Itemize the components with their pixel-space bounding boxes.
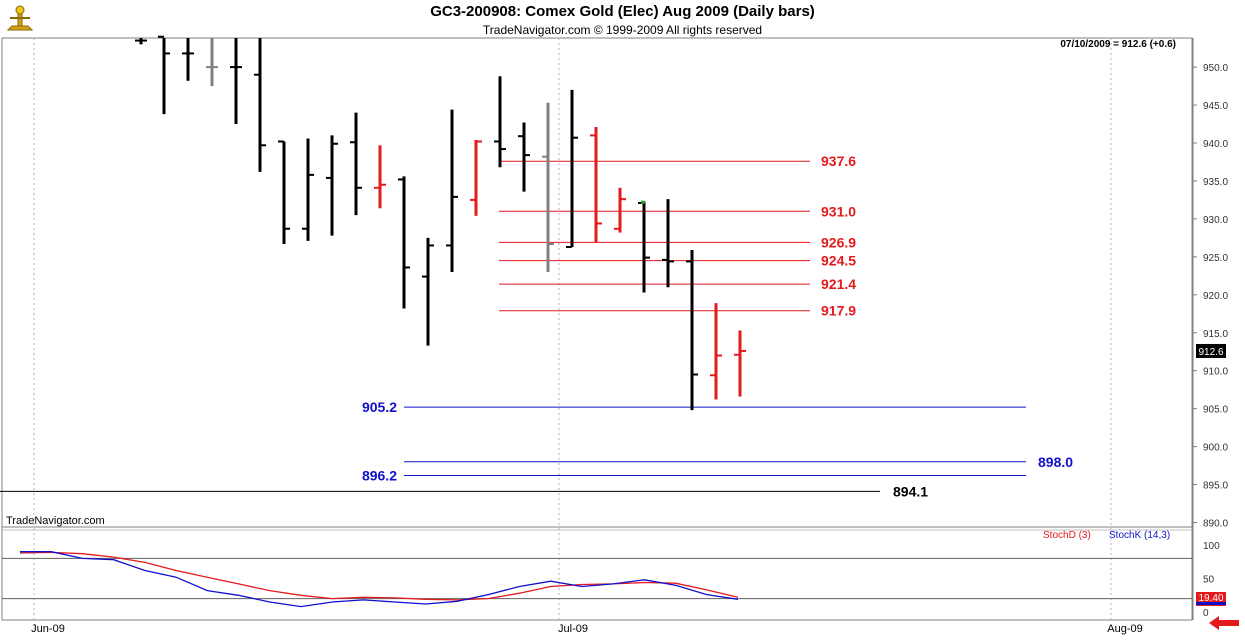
ohlc-bar — [278, 140, 290, 244]
scroll-left-arrow-icon[interactable] — [1209, 616, 1239, 635]
stoch-tick-label: 0 — [1203, 608, 1209, 619]
price-level-label: 917.9 — [821, 303, 856, 319]
stoch-legend-label: StochD (3) — [1043, 530, 1091, 541]
trade-navigator-logo-icon — [4, 4, 36, 34]
price-tick-label: 905.0 — [1203, 405, 1228, 416]
stoch-last-label: 19.40 — [1198, 593, 1223, 604]
stoch-tick-label: 50 — [1203, 575, 1215, 586]
price-axis: 890.0 895.0 900.0 905.0 910.0 915.0 920.0 925.0… — [1193, 63, 1228, 530]
stochastic-panel: 0 50 100 StochD (3) StochK (14,3) 19.40 — [2, 530, 1226, 619]
date-tick-label: Jun-09 — [31, 623, 65, 635]
ohlc-bar — [158, 35, 170, 115]
ohlc-bar — [254, 38, 266, 172]
stoch-tick-label: 100 — [1203, 541, 1220, 552]
ohlc-bar — [350, 112, 362, 216]
plot-border — [1, 37, 1193, 621]
last-price-marker — [1196, 343, 1226, 358]
last-price-label: 912.6 — [1198, 347, 1223, 358]
price-level-label: 905.2 — [362, 399, 397, 415]
price-level-label: 937.6 — [821, 153, 856, 169]
price-level-label: 926.9 — [821, 234, 856, 250]
price-tick-label: 890.0 — [1203, 519, 1228, 530]
price-level-label: 924.5 — [821, 253, 856, 269]
chart-subtitle: TradeNavigator.com © 1999-2009 All right… — [482, 23, 763, 37]
last-quote-text: 07/10/2009 = 912.6 (+0.6) — [1060, 39, 1176, 50]
stoch-legend-label: StochK (14,3) — [1109, 530, 1170, 541]
chart-title: GC3-200908: Comex Gold (Elec) Aug 2009 (… — [430, 3, 815, 20]
price-level-label: 894.1 — [893, 483, 928, 499]
ohlc-bars — [135, 35, 746, 411]
price-tick-label: 950.0 — [1203, 63, 1228, 74]
price-tick-label: 900.0 — [1203, 443, 1228, 454]
chart-frame — [1, 37, 1194, 621]
price-tick-label: 910.0 — [1203, 367, 1228, 378]
ohlc-bar — [734, 330, 746, 397]
ohlc-bar — [446, 109, 458, 273]
date-tick-label: Jul-09 — [558, 623, 588, 635]
ohlc-bar — [614, 187, 626, 233]
price-level-label: 896.2 — [362, 467, 397, 483]
ohlc-bar — [398, 176, 410, 309]
price-tick-label: 945.0 — [1203, 101, 1228, 112]
brand-label: TradeNavigator.com — [6, 515, 105, 527]
price-tick-label: 930.0 — [1203, 215, 1228, 226]
ohlc-bar — [374, 145, 386, 209]
price-tick-label: 915.0 — [1203, 329, 1228, 340]
ohlc-bar — [206, 38, 218, 87]
stoch-series-line — [20, 551, 739, 608]
ohlc-bar — [470, 139, 482, 216]
stoch-last-marker-k — [1196, 602, 1226, 606]
price-levels: 937.6 931.0 926.9 924.5 921.4 917.9 905.2 898.0… — [0, 153, 1073, 499]
price-level-label: 898.0 — [1038, 454, 1073, 470]
ohlc-bar — [422, 237, 434, 346]
ohlc-bar — [326, 135, 338, 236]
vertical-gridlines: Jun-09 Jul-09 Aug-09 — [31, 38, 1143, 635]
ohlc-bar — [302, 138, 314, 241]
ohlc-bar — [590, 127, 602, 243]
ohlc-bar — [662, 199, 674, 288]
ohlc-bar — [710, 303, 722, 400]
price-tick-label: 935.0 — [1203, 177, 1228, 188]
date-tick-label: Aug-09 — [1107, 623, 1142, 635]
ohlc-bar — [566, 89, 578, 248]
ohlc-bar — [135, 38, 147, 45]
price-tick-label: 920.0 — [1203, 291, 1228, 302]
price-tick-label: 925.0 — [1203, 253, 1228, 264]
ohlc-bar — [182, 38, 194, 81]
stoch-series-line — [19, 551, 739, 601]
price-tick-label: 940.0 — [1203, 139, 1228, 150]
ohlc-bar — [542, 102, 554, 273]
ohlc-bar — [686, 250, 698, 411]
price-tick-label: 895.0 — [1203, 481, 1228, 492]
signal-marker-icon — [641, 200, 645, 204]
ohlc-bar — [638, 201, 650, 293]
ohlc-bar — [230, 38, 242, 125]
price-level-label: 921.4 — [821, 276, 856, 292]
ohlc-bar — [518, 122, 530, 192]
ohlc-bar — [494, 76, 506, 168]
price-level-label: 931.0 — [821, 203, 856, 219]
